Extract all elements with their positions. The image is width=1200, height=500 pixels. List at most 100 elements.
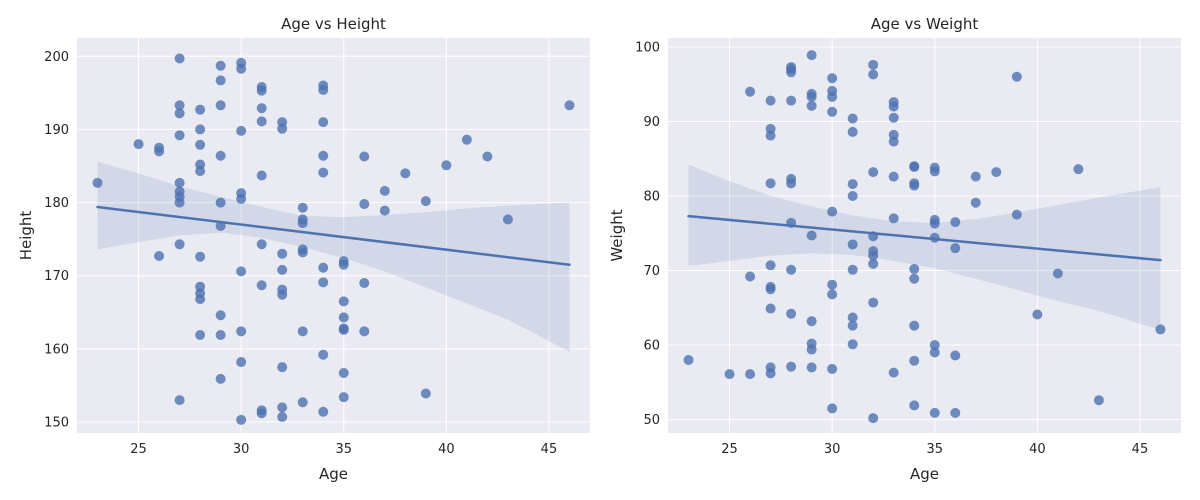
scatter-point [806, 91, 817, 102]
scatter-point [806, 50, 817, 61]
scatter-point [786, 361, 797, 372]
scatter-point [745, 86, 756, 97]
scatter-point [765, 368, 776, 379]
scatter-point [909, 161, 920, 172]
scatter-point [929, 407, 940, 418]
regression-line [96, 205, 571, 267]
scatter-point [847, 179, 858, 190]
scatter-point [806, 230, 817, 241]
scatter-point [909, 264, 920, 275]
scatter-point [236, 414, 247, 425]
scatter-point [806, 344, 817, 355]
scatter-point [297, 247, 308, 258]
x-tick-label: 40 [438, 442, 455, 457]
scatter-point [827, 73, 838, 84]
x-tick-label: 45 [1132, 442, 1149, 457]
scatter-point [338, 312, 349, 323]
y-tick-label: 100 [635, 40, 660, 55]
scatter-point [827, 403, 838, 414]
scatter-point [318, 262, 329, 273]
scatter-point [154, 250, 165, 261]
scatter-point [318, 406, 329, 417]
scatter-point [338, 368, 349, 379]
y-axis-label: Height [17, 211, 35, 261]
scatter-point [950, 407, 961, 418]
scatter-point [765, 130, 776, 141]
scatter-point [174, 130, 185, 141]
y-tick-label: 200 [44, 50, 69, 65]
y-tick-label: 150 [44, 416, 69, 431]
scatter-point [868, 258, 879, 269]
scatter-point [195, 139, 206, 150]
y-tick-label: 80 [643, 190, 660, 205]
scatter-point [174, 177, 185, 188]
scatter-point [338, 259, 349, 270]
x-tick-label: 25 [721, 442, 738, 457]
scatter-point [827, 289, 838, 300]
scatter-point [256, 116, 267, 127]
scatter-point [847, 320, 858, 331]
scatter-point [827, 363, 838, 374]
scatter-point [888, 367, 899, 378]
scatter-point [868, 413, 879, 424]
scatter-point [1052, 268, 1063, 279]
scatter-point [786, 264, 797, 275]
scatter-point [724, 369, 735, 380]
scatter-point [868, 59, 879, 70]
y-tick-label: 90 [643, 115, 660, 130]
scatter-point [256, 103, 267, 114]
scatter-point [215, 373, 226, 384]
scatter-point [806, 362, 817, 373]
scatter-point [868, 250, 879, 261]
x-axis-label: Age [910, 465, 939, 483]
scatter-point [786, 308, 797, 319]
scatter-point [277, 411, 288, 422]
scatter-point [379, 205, 390, 216]
chart-title: Age vs Height [281, 15, 386, 33]
scatter-point [318, 84, 329, 95]
scatter-point [1032, 309, 1043, 320]
confidence-band [688, 164, 1161, 331]
confidence-band [97, 161, 570, 352]
plot-background [668, 38, 1181, 433]
scatter-point [683, 354, 694, 365]
scatter-point [765, 260, 776, 271]
scatter-point [256, 170, 267, 181]
scatter-point [827, 91, 838, 102]
scatter-point [847, 312, 858, 323]
scatter-point [318, 349, 329, 360]
scatter-point [909, 400, 920, 411]
scatter-point [195, 104, 206, 115]
scatter-point [195, 329, 206, 340]
scatter-point [215, 310, 226, 321]
scatter-point [765, 95, 776, 106]
scatter-point [950, 350, 961, 361]
scatter-point [847, 126, 858, 137]
chart-title: Age vs Weight [871, 15, 979, 33]
x-tick-label: 40 [1029, 442, 1046, 457]
scatter-point [318, 277, 329, 288]
scatter-point [970, 197, 981, 208]
scatter-point [318, 117, 329, 128]
scatter-point [745, 271, 756, 282]
scatter-point [195, 124, 206, 135]
scatter-point [338, 324, 349, 335]
scatter-point [929, 218, 940, 229]
scatter-point [909, 320, 920, 331]
scatter-point [786, 95, 797, 106]
scatter-point [847, 264, 858, 275]
scatter-point [461, 134, 472, 145]
scatter-point [868, 297, 879, 308]
scatter-point [441, 160, 452, 171]
y-tick-label: 180 [44, 196, 69, 211]
scatter-point [1093, 395, 1104, 406]
scatter-point [359, 199, 370, 210]
scatter-point [1155, 324, 1166, 335]
scatter-point [888, 112, 899, 123]
scatter-point [420, 388, 431, 399]
scatter-point [806, 316, 817, 327]
x-axis-label: Age [319, 465, 348, 483]
scatter-point [297, 326, 308, 337]
scatter-point [236, 266, 247, 277]
scatter-point [909, 355, 920, 366]
